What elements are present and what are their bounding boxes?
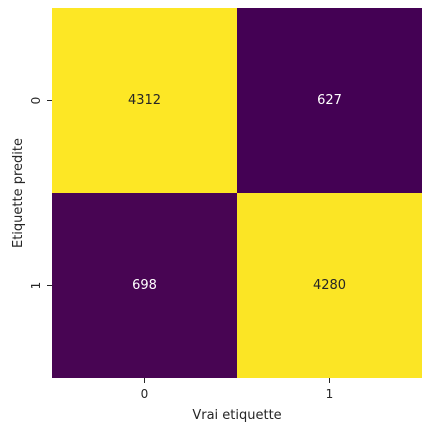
cell-labels-layer: 4312 627 698 4280	[128, 93, 346, 293]
y-tick-label-1: 1	[29, 282, 43, 290]
cell-value-label-r1-c0: 698	[132, 278, 157, 293]
y-tick-label-0: 0	[29, 97, 43, 105]
y-ticks-layer: 01	[29, 97, 52, 290]
heatmap-cell-r0-c1	[237, 8, 422, 193]
heatmap-cell-r1-c0	[52, 193, 237, 378]
x-tick-label-0: 0	[141, 387, 149, 401]
cells-layer	[52, 8, 422, 378]
cell-value-label-r0-c1: 627	[317, 93, 342, 108]
cell-value-label-r0-c0: 4312	[128, 93, 161, 108]
x-tick-label-1: 1	[326, 387, 334, 401]
heatmap-cell-r1-c1	[237, 193, 422, 378]
heatmap-cell-r0-c0	[52, 8, 237, 193]
cell-value-label-r1-c1: 4280	[313, 278, 346, 293]
x-axis-title: Vrai etiquette	[192, 408, 281, 423]
y-axis-title: Etiquette predite	[11, 138, 26, 248]
